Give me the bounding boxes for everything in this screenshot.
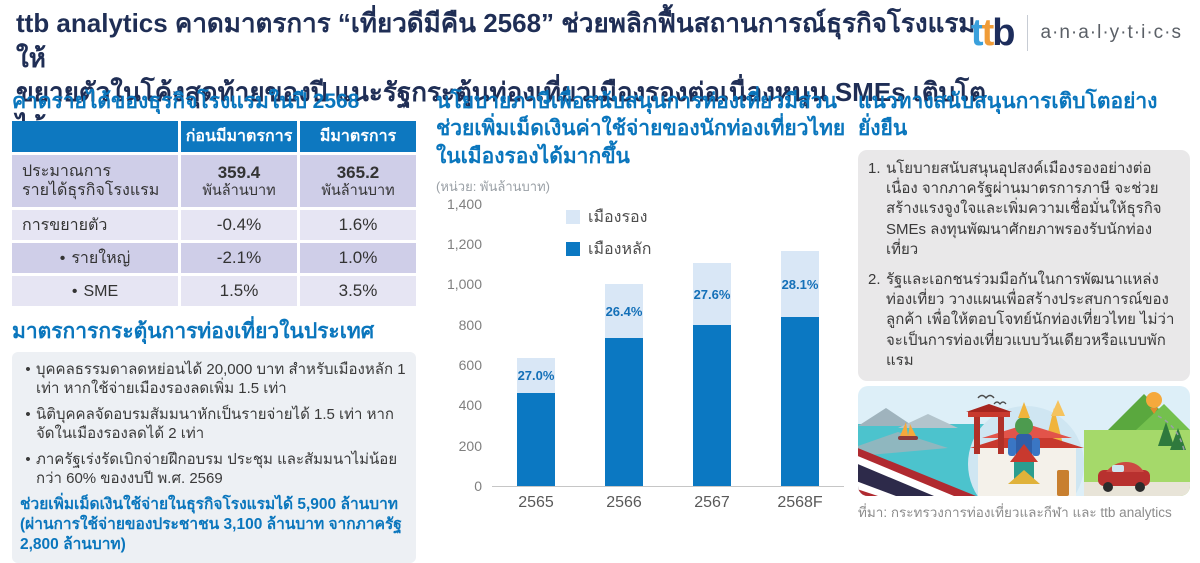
table-header-before: ก่อนมีมาตรการ xyxy=(181,121,297,153)
measure-bullet-item: • นิติบุคคลจัดอบรมสัมมนาหักเป็นรายจ่ายได… xyxy=(20,405,406,444)
table-row-label: • รายใหญ่ xyxy=(12,243,178,274)
item-number: 2. xyxy=(868,270,881,288)
table-header-after: มีมาตรการ xyxy=(300,121,416,153)
table-row-label: ประมาณการ รายได้ธุรกิจโรงแรม xyxy=(12,155,178,208)
chart-legend: เมืองรองเมืองหลัก xyxy=(566,205,651,262)
legend-label: เมืองรอง xyxy=(588,208,648,226)
table-cell-after: 3.5% xyxy=(300,276,416,307)
bar-segment-secondary-cities: 26.4% xyxy=(605,284,643,338)
table-cell-before: -2.1% xyxy=(181,243,297,274)
measure-bullet-item: • บุคคลธรรมดาลดหย่อนได้ 20,000 บาท สำหรั… xyxy=(20,360,406,399)
legend-entry: เมืองหลัก xyxy=(566,237,651,262)
item-number: 1. xyxy=(868,159,881,177)
table-cell-before: 359.4 พันล้านบาท xyxy=(181,155,297,208)
guideline-item: 1. นโยบายสนับสนุนอุปสงค์เมืองรองอย่างต่อ… xyxy=(866,159,1180,261)
segment-share-label: 26.4% xyxy=(605,303,643,319)
table-row-label: • SME xyxy=(12,276,178,307)
chart-title: นโยบายภาษีเพื่อสนับสนุนการท่องเที่ยวมีส่… xyxy=(436,90,846,168)
bullet-icon: • xyxy=(25,405,31,423)
y-axis-tick-label: 400 xyxy=(458,397,482,414)
table-cell-after: 365.2 พันล้านบาท xyxy=(300,155,416,208)
table-row-label: การขยายตัว xyxy=(12,210,178,241)
bullet-icon: • xyxy=(25,360,31,378)
chart-panel: นโยบายภาษีเพื่อสนับสนุนการท่องเที่ยวมีส่… xyxy=(436,88,848,519)
stacked-bar-chart: 0 200 400 600 800 1,000 1,200 1,400 เมืองรอง เมื… xyxy=(436,196,848,519)
source-note: ที่มา: กระทรวงการท่องเที่ยวและกีฬา และ t… xyxy=(858,504,1172,520)
logo-divider xyxy=(1027,15,1029,51)
y-axis-tick-label: 200 xyxy=(458,437,482,454)
ttb-logo-mark: ttb xyxy=(970,12,1016,54)
measures-summary: ช่วยเพิ่มเม็ดเงินใช้จ่ายในธุรกิจโรงแรมได… xyxy=(20,495,402,553)
y-axis-tick-label: 1,400 xyxy=(446,195,482,212)
segment-share-label: 27.6% xyxy=(693,286,731,302)
guidelines-box: 1. นโยบายสนับสนุนอุปสงค์เมืองรองอย่างต่อ… xyxy=(858,149,1190,381)
bar-2567: 27.6% 2567 xyxy=(693,205,731,511)
guideline-item: 2. รัฐและเอกชนร่วมมือกันในการพัฒนาแหล่งท… xyxy=(866,270,1180,372)
legend-label: เมืองหลัก xyxy=(588,240,652,258)
x-axis-category-label: 2566 xyxy=(606,493,642,511)
x-axis-category-label: 2567 xyxy=(694,493,730,511)
bar-segment-secondary-cities: 28.1% xyxy=(781,251,819,318)
y-axis-tick-label: 1,000 xyxy=(446,276,482,293)
chart-plot: 27.0% 2565 26.4% 2566 27.6% 2567 28.1% 2568F xyxy=(492,205,844,511)
bar-segment-main-cities xyxy=(517,392,555,486)
table-corner-cell xyxy=(12,121,178,153)
measure-bullet-item: • ภาครัฐเร่งรัดเบิกจ่ายฝึกอบรม ประชุม แล… xyxy=(20,450,406,489)
revenue-table: ก่อนมีมาตรการ มีมาตรการ ประมาณการ รายได้… xyxy=(12,121,416,307)
y-axis-tick-label: 800 xyxy=(458,316,482,333)
thailand-tourism-illustration xyxy=(858,385,1190,496)
segment-share-label: 28.1% xyxy=(781,276,819,292)
measures-box: • บุคคลธรรมดาลดหย่อนได้ 20,000 บาท สำหรั… xyxy=(12,351,416,563)
logo-analytics-text: a·n·a·l·y·t·i·c·s xyxy=(1040,22,1182,43)
table-cell-before: 1.5% xyxy=(181,276,297,307)
bar-segment-main-cities xyxy=(781,317,819,486)
legend-swatch-icon xyxy=(566,242,580,257)
y-axis-tick-label: 0 xyxy=(474,477,482,494)
table-cell-after: 1.6% xyxy=(300,210,416,241)
chart-unit-note: (หน่วย: พันล้านบาท) xyxy=(436,178,550,194)
measures-title: มาตรการกระตุ้นการท่องเที่ยวในประเทศ xyxy=(12,320,375,344)
bar-segment-main-cities xyxy=(693,324,731,486)
table-cell-after: 1.0% xyxy=(300,243,416,274)
bar-segment-main-cities xyxy=(605,337,643,486)
bar-segment-secondary-cities: 27.6% xyxy=(693,263,731,325)
guidelines-title: แนวทางสนับสนุนการเติบโตอย่างยั่งยืน xyxy=(858,90,1158,141)
bar-2566: 26.4% 2566 xyxy=(605,205,643,511)
legend-entry: เมืองรอง xyxy=(566,205,651,230)
x-axis-category-label: 2565 xyxy=(518,493,554,511)
bar-segment-secondary-cities: 27.0% xyxy=(517,358,555,393)
x-axis-category-label: 2568F xyxy=(777,493,823,511)
bar-2568F: 28.1% 2568F xyxy=(777,205,823,511)
y-axis-tick-label: 600 xyxy=(458,357,482,374)
y-axis-tick-label: 1,200 xyxy=(446,236,482,253)
revenue-table-title: คาดรายได้ของธุรกิจโรงแรมในปี 2568 xyxy=(12,90,360,113)
page-title: ttb analytics คาดมาตรการ “เที่ยวดีมีคืน … xyxy=(16,8,986,142)
guidelines-panel: แนวทางสนับสนุนการเติบโตอย่างยั่งยืน 1. น… xyxy=(858,88,1190,523)
segment-share-label: 27.0% xyxy=(517,367,555,383)
bullet-icon: • xyxy=(25,450,31,468)
table-cell-before: -0.4% xyxy=(181,210,297,241)
bar-2565: 27.0% 2565 xyxy=(517,205,555,511)
left-panel: คาดรายได้ของธุรกิจโรงแรมในปี 2568 ก่อนมี… xyxy=(12,88,416,563)
ttb-analytics-logo: ttb a·n·a·l·y·t·i·c·s xyxy=(971,14,1182,52)
legend-swatch-icon xyxy=(566,210,580,225)
